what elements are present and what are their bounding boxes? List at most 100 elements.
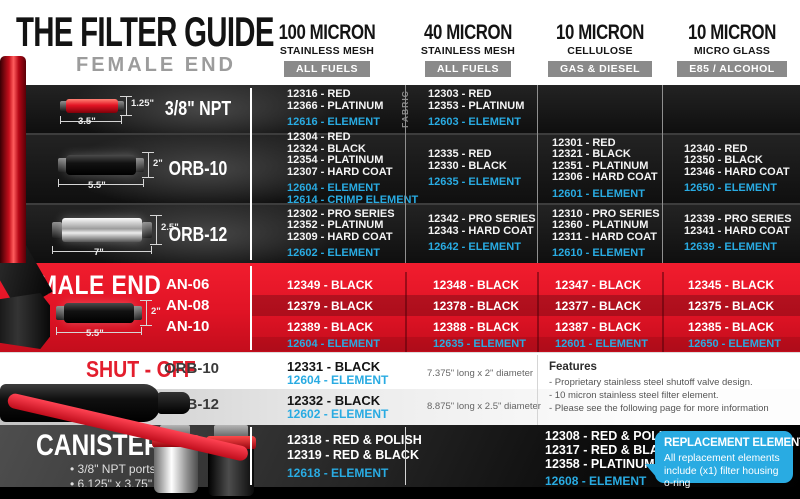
column-divider (537, 355, 538, 425)
element-numbers: 12650 - ELEMENT (684, 182, 777, 194)
part-number: 12389 - BLACK (287, 319, 374, 334)
male-end-heading: MALE END (38, 270, 162, 300)
part-cell: 12335 - RED 12330 - BLACK 12635 - ELEMEN… (428, 135, 521, 203)
part-numbers: 12340 - RED 12350 - BLACK 12346 - HARD C… (684, 142, 790, 178)
orb12-filter-image (52, 222, 62, 238)
npt-filter-image (116, 101, 124, 111)
column-divider (405, 427, 406, 485)
canister-photo (214, 425, 248, 438)
part-number: 12379 - BLACK (287, 298, 374, 313)
orb12-filter-image (142, 222, 152, 238)
element-numbers: 12642 - ELEMENT (428, 241, 521, 254)
element-number: 12650 - ELEMENT (688, 338, 781, 350)
female-end-heading: FEMALE END (76, 54, 236, 76)
column-divider (250, 88, 252, 260)
column-micron-label: 10 MICRON (556, 21, 644, 44)
column-divider (250, 427, 252, 485)
element-number: 12601 - ELEMENT (555, 338, 648, 350)
table-row-orb12: ORB-12 12302 - PRO SERIES 12352 - PLATIN… (0, 203, 800, 263)
part-cell: 12310 - PRO SERIES 12360 - PLATINUM 1231… (552, 205, 660, 263)
table-row-an10: 12389 - BLACK 12388 - BLACK 12387 - BLAC… (252, 316, 800, 337)
fuel-badge: GAS & DIESEL (547, 61, 653, 77)
canister-photo (154, 447, 198, 493)
element-numbers: 12635 - ELEMENT (428, 176, 521, 189)
dim-length-label: 5.5" (88, 180, 106, 191)
part-numbers: 12316 - RED 12366 - PLATINUM (287, 88, 384, 112)
element-number: 12602 - ELEMENT (287, 407, 389, 421)
orb10-filter-image (66, 155, 136, 175)
part-cell: 12304 - RED 12324 - BLACK 12354 - PLATIN… (287, 131, 419, 206)
male-fitting-photo (0, 293, 50, 349)
part-cell: 12342 - PRO SERIES 12343 - HARD COAT 126… (428, 205, 536, 263)
row-label-an06: AN-06 (166, 276, 210, 293)
column-header-40-micron: 40 MICRON STAINLESS MESH ALL FUELS (393, 21, 543, 77)
row-label: 3/8" NPT (164, 98, 232, 120)
row-label-an08: AN-08 (166, 297, 210, 314)
dim-height-label: 1.25" (131, 98, 154, 109)
part-cell: 12303 - RED 12353 - PLATINUM 12603 - ELE… (428, 85, 524, 133)
female-end-table: 3/8" NPT FABRIC 12316 - RED 12366 - PLAT… (0, 85, 800, 263)
part-number: 12349 - BLACK (287, 277, 374, 292)
part-numbers: 12335 - RED 12330 - BLACK (428, 148, 507, 172)
table-row-an08: 12379 - BLACK 12378 - BLACK 12377 - BLAC… (252, 295, 800, 316)
part-number: 12378 - BLACK (433, 298, 520, 313)
column-material-label: CELLULOSE (567, 45, 633, 57)
column-micron-label: 100 MICRON (278, 21, 376, 44)
page-title: THE FILTER GUIDE (16, 8, 274, 55)
part-number: 12377 - BLACK (555, 298, 642, 313)
element-numbers: 12604 - ELEMENT 12614 - CRIMP ELEMENT (287, 182, 419, 206)
features-heading: Features (549, 361, 597, 373)
part-number: 12347 - BLACK (555, 277, 642, 292)
part-number: 12387 - BLACK (555, 319, 642, 334)
element-number: 12608 - ELEMENT (545, 474, 647, 488)
shutoff-valve-nozzle (158, 392, 190, 414)
replacement-elements-callout: REPLACEMENT ELEMENTS All replacement ele… (645, 431, 800, 489)
table-row-orb10: ORB-10 12304 - RED 12324 - BLACK 12354 -… (0, 131, 800, 206)
dim-height-label: 2.5" (161, 222, 179, 233)
element-numbers: 12603 - ELEMENT (428, 116, 521, 129)
part-numbers: 12339 - PRO SERIES 12341 - HARD COAT (684, 213, 792, 237)
element-numbers: 12610 - ELEMENT (552, 247, 645, 259)
part-numbers: 12304 - RED 12324 - BLACK 12354 - PLATIN… (287, 131, 393, 178)
size-description: 7.375" long x 2" diameter (427, 368, 534, 379)
row-label-orb10: ORB-10 (164, 360, 220, 377)
orb12-filter-image (62, 218, 142, 242)
element-number: 12604 - ELEMENT (287, 338, 380, 350)
features-list: - Proprietary stainless steel shutoff va… (549, 377, 769, 414)
element-number: 12635 - ELEMENT (433, 338, 526, 350)
table-row-elements: 12604 - ELEMENT 12635 - ELEMENT 12601 - … (252, 337, 800, 351)
column-micron-label: 40 MICRON (424, 21, 512, 44)
part-number: 12332 - BLACK (287, 393, 381, 408)
column-header-10-micron-cellulose: 10 MICRON CELLULOSE GAS & DIESEL (525, 21, 675, 77)
part-number: 12345 - BLACK (688, 277, 775, 292)
column-divider (405, 85, 406, 263)
column-header-100-micron: 100 MICRON STAINLESS MESH ALL FUELS (252, 21, 402, 77)
part-numbers: 12302 - PRO SERIES 12352 - PLATINUM 1230… (287, 207, 395, 243)
part-numbers: 12303 - RED 12353 - PLATINUM (428, 88, 525, 112)
part-cell: 12301 - RED 12321 - BLACK 12351 - PLATIN… (552, 135, 658, 203)
npt-filter-image (60, 101, 68, 111)
column-material-label: STAINLESS MESH (420, 45, 516, 57)
dim-length-label: 3.5" (78, 116, 96, 127)
part-number: 12375 - BLACK (688, 298, 775, 313)
column-header-10-micron-microglass: 10 MICRON MICRO GLASS E85 / ALCOHOL (657, 21, 800, 77)
table-row-an06: 12349 - BLACK 12348 - BLACK 12347 - BLAC… (252, 274, 800, 295)
size-description: 8.875" long x 2.5" diameter (427, 401, 541, 412)
column-divider (405, 272, 407, 352)
element-numbers: 12639 - ELEMENT (684, 241, 777, 254)
dim-length-label: 5.5" (86, 328, 104, 339)
column-divider (662, 272, 664, 352)
part-cell: 12339 - PRO SERIES 12341 - HARD COAT 126… (684, 205, 792, 263)
bottom-black-bar (0, 487, 800, 499)
part-numbers: 12301 - RED 12321 - BLACK 12351 - PLATIN… (552, 136, 658, 184)
part-number: 12348 - BLACK (433, 277, 520, 292)
part-number: 12385 - BLACK (688, 319, 775, 334)
column-divider (250, 266, 252, 350)
dim-length-label: 7" (94, 247, 104, 258)
part-cell: 12302 - PRO SERIES 12352 - PLATINUM 1230… (287, 205, 395, 263)
column-divider (662, 85, 663, 263)
element-number: 12604 - ELEMENT (287, 373, 389, 387)
column-divider (537, 272, 539, 352)
replacement-body: All replacement elements include (x1) fi… (664, 453, 780, 489)
